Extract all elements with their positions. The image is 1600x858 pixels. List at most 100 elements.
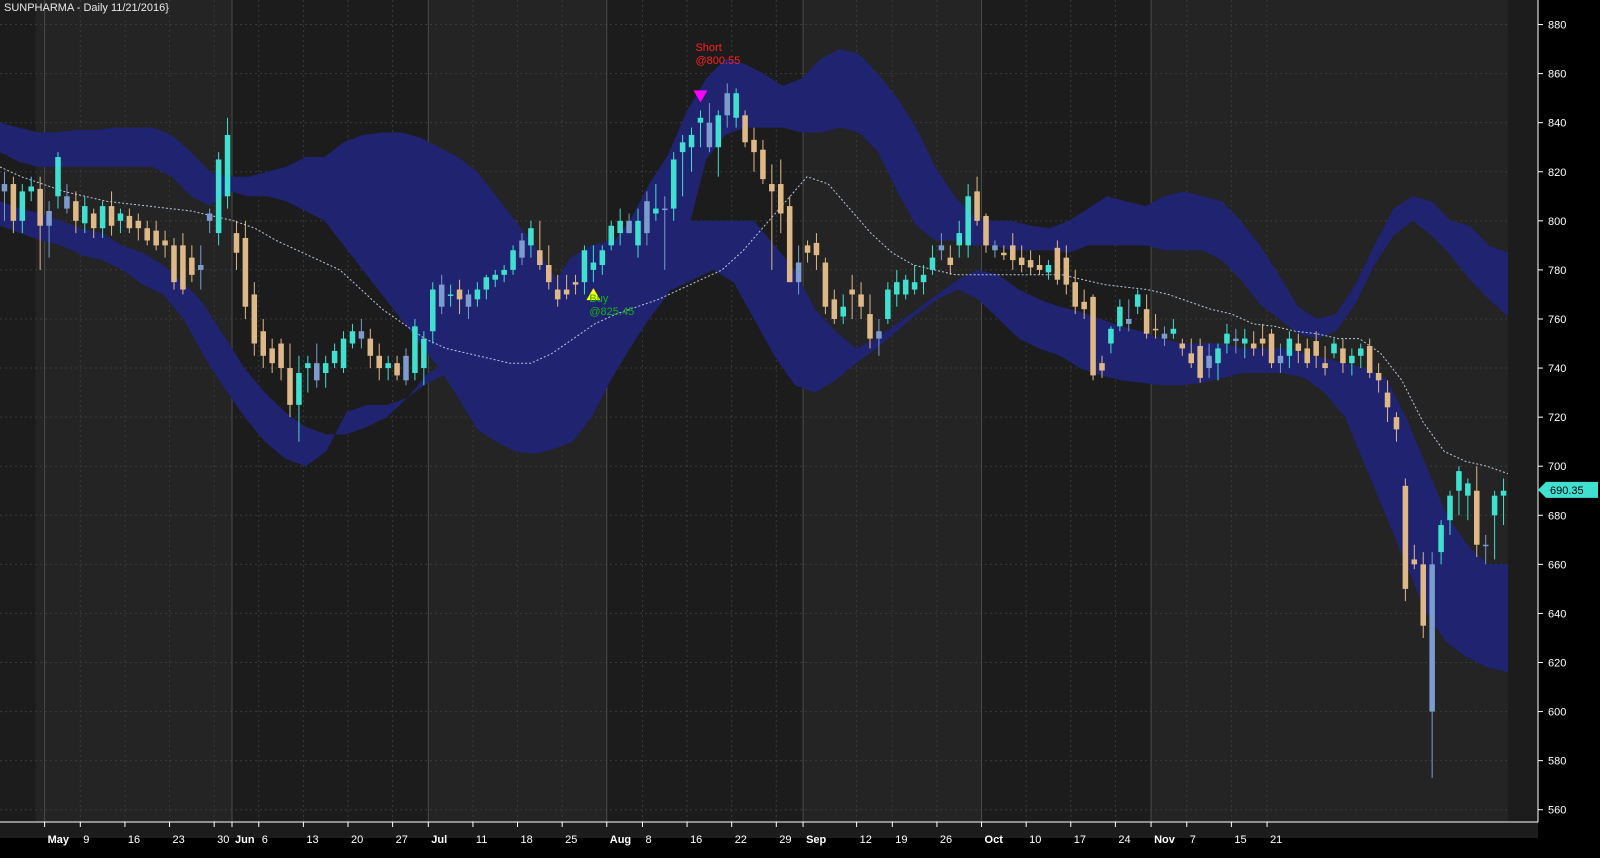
candle-body [1482,544,1489,547]
moving-average [0,166,1509,475]
candle-body [474,289,481,300]
candle [73,191,79,234]
candle-body [46,211,52,226]
candle-body [920,274,927,283]
candle [1358,343,1364,369]
x-tick-label: Aug [610,834,631,846]
candle [1491,490,1498,560]
short-signal-price: @800.55 [695,55,740,67]
candle-body [786,206,793,283]
candle-body [438,284,445,307]
candle-body [1027,260,1034,268]
candle [492,269,498,288]
candle [858,282,864,319]
candle-body [1456,471,1462,491]
candle-body [340,338,347,369]
candle [1438,520,1444,565]
candle [644,191,650,246]
candle-body [983,215,989,246]
y-tick-label: 740 [1548,363,1566,375]
candle-body [590,262,597,270]
candle-body [706,122,713,148]
candle [1286,331,1293,369]
candle [1170,318,1177,339]
candle-body [1277,355,1284,364]
candle [590,245,597,283]
candle-body [331,350,338,364]
x-tick-label: 18 [521,834,533,846]
candle-body [296,372,302,405]
candle-body [1465,483,1471,496]
candle [1375,363,1382,393]
candle-body [1295,343,1302,351]
candle-body [644,201,650,234]
candle [911,265,918,295]
candle-body [242,238,249,307]
candle [760,139,766,185]
x-tick-label: 24 [1118,834,1130,846]
candle-body [715,115,722,148]
candle-body [90,213,97,229]
candle-body [840,306,846,317]
candle [108,191,115,236]
candle [117,208,124,234]
candle-body [635,220,641,246]
candle [992,240,998,258]
candle [920,265,927,295]
y-tick-label: 880 [1548,20,1566,32]
candle [1500,478,1507,526]
x-tick-label: 29 [779,834,791,846]
candle [1099,355,1105,378]
candle-body [697,117,704,123]
candle [1045,260,1052,280]
candle [1018,245,1025,273]
candle [1322,345,1328,376]
candle [1482,534,1489,565]
candle [412,318,418,381]
candle [840,294,846,324]
candle [1188,338,1194,369]
candle-body [1411,559,1418,565]
candle [1277,343,1284,373]
candle [537,220,543,270]
candle [795,245,802,295]
candle-body [233,233,240,253]
candles [1,83,1507,778]
candle [546,245,552,290]
candle [528,220,534,258]
candle [947,245,954,275]
candle [831,289,838,324]
candle [1206,343,1212,378]
candle-body [751,139,757,153]
candle [563,274,570,300]
last-price-label: 690.35 [1550,485,1584,497]
x-tick-label: 30 [217,834,229,846]
candle-body [867,314,873,339]
candle-body [73,201,79,221]
candle [19,184,26,234]
candle-body [108,206,115,226]
candle [1,171,8,221]
candle [1215,343,1221,381]
y-tick-label: 680 [1548,510,1566,522]
candle-body [1036,265,1043,270]
candle-body [1054,247,1061,280]
candle-body [537,250,543,266]
x-tick-label: Jun [235,834,255,846]
x-tick-label: 15 [1234,834,1246,846]
candle [1331,338,1337,359]
candle-body [1206,355,1212,369]
candle [376,343,382,381]
candle-body [1366,345,1373,373]
candle [1340,338,1346,373]
candle [688,127,695,172]
candle [572,274,579,295]
candle [804,240,811,263]
candle-body [1304,348,1310,364]
y-axis: 560 580 600 620 640 660 680 700 720 740 760 780 800 8… [1537,0,1566,822]
candle-body [813,242,820,256]
candle [55,152,61,209]
short-arrow-icon [693,90,708,103]
